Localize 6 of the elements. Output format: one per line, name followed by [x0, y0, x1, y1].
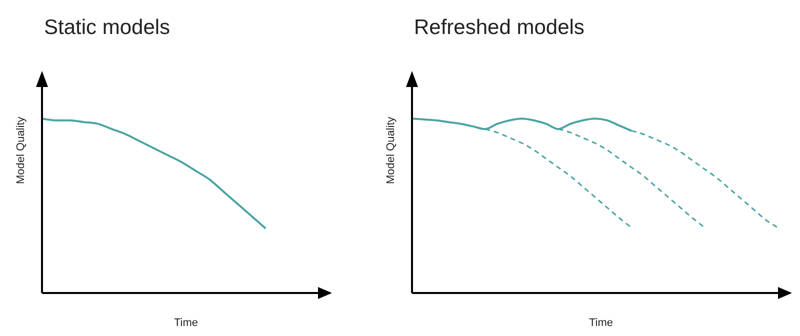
y-axis-title: Model Quality	[14, 116, 27, 184]
y-axis-title: Model Quality	[384, 116, 397, 184]
chart-title: Static models	[44, 16, 170, 40]
chart-title: Refreshed models	[414, 16, 584, 40]
x-axis-title: Time	[174, 317, 198, 329]
x-axis-title: Time	[588, 317, 614, 329]
